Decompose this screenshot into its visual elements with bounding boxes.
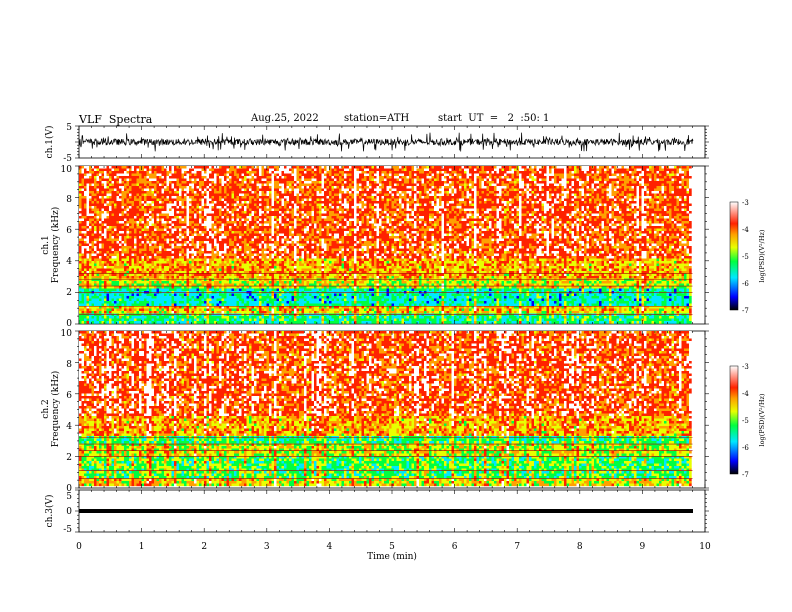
ch1-cbar-tick-neg3: -3 [742, 199, 749, 207]
xtick-3: 3 [264, 542, 270, 552]
x-axis-label: Time (min) [367, 551, 417, 562]
ch2-ytick-10: 10 [61, 329, 73, 339]
xtick-9: 9 [640, 542, 646, 552]
ch2-spectrogram-ylabel-1: ch.2 [41, 399, 51, 418]
xtick-8: 8 [577, 542, 583, 552]
ch1-cbar-tick-neg4: -4 [742, 226, 749, 234]
ch2-spectrogram-panel: 10 8 6 4 2 0 ch.2 Frequency (kHz) -3 -4 … [41, 329, 766, 494]
ch1-spectrogram-ylabel-2: Frequency (kHz) [50, 207, 61, 284]
ch1-cbar-tick-neg7: -7 [742, 307, 749, 315]
ch1-ytick-10: 10 [61, 165, 73, 175]
ch2-cbar-tick-neg4: -4 [742, 390, 749, 398]
ch2-cbar-tick-neg7: -7 [742, 471, 749, 479]
ch1-colorbar [730, 202, 738, 310]
ch3-waveform-trace [79, 509, 693, 513]
ch3-ytick-neg5: -5 [63, 525, 72, 535]
ch3-ytick-0: 0 [66, 507, 72, 517]
ch1-cbar-tick-neg6: -6 [742, 280, 749, 288]
ch1-ytick-5: 5 [66, 123, 72, 133]
ch2-spectrogram-image [79, 331, 692, 486]
xtick-7: 7 [514, 542, 520, 552]
ch2-ytick-2: 2 [66, 453, 72, 463]
ch2-ytick-8: 8 [66, 360, 72, 370]
ch2-spectrogram-ylabel-2: Frequency (kHz) [50, 371, 61, 448]
ch1-colorbar-label: log(PSD)(V²/Hz) [758, 229, 766, 282]
ch1-ytick-0: 0 [66, 319, 72, 329]
ch2-cbar-tick-neg3: -3 [742, 363, 749, 371]
ch2-colorbar [730, 366, 738, 474]
ch2-cbar-tick-neg6: -6 [742, 444, 749, 452]
ch2-ytick-6: 6 [66, 391, 72, 401]
xtick-4: 4 [327, 542, 333, 552]
ch3-waveform-ylabel: ch.3(V) [44, 495, 55, 528]
xtick-6: 6 [452, 542, 458, 552]
ch3-waveform-panel: 5 0 -5 ch.3(V) [44, 490, 705, 535]
ch1-waveform-panel: 5 -5 ch.1(V) [44, 123, 705, 164]
xtick-5: 5 [389, 542, 395, 552]
ch1-ytick-6: 6 [66, 226, 72, 236]
ch1-ytick-neg5: -5 [63, 154, 72, 164]
ch1-waveform-ylabel: ch.1(V) [44, 126, 55, 159]
ch1-spectrogram-ylabel-1: ch.1 [41, 235, 51, 254]
x-axis-tick-labels: 0 1 2 3 4 5 6 7 8 9 10 [76, 542, 711, 552]
ch1-spectrogram-image [79, 166, 692, 324]
ch2-colorbar-label: log(PSD)(V²/Hz) [758, 393, 766, 446]
ch1-ytick-8: 8 [66, 195, 72, 205]
xtick-10: 10 [699, 542, 711, 552]
ch3-ytick-5: 5 [66, 492, 72, 502]
xtick-1: 1 [139, 542, 145, 552]
ch2-ytick-4: 4 [66, 422, 72, 432]
ch1-cbar-tick-neg5: -5 [742, 253, 749, 261]
ch1-ytick-4: 4 [66, 257, 72, 267]
ch1-spectrogram-panel: 10 8 6 4 2 0 ch.1 Frequency (kHz) -3 -4 … [41, 165, 766, 329]
ch1-ytick-2: 2 [66, 288, 72, 298]
ch2-cbar-tick-neg5: -5 [742, 417, 749, 425]
xtick-0: 0 [76, 542, 82, 552]
xtick-2: 2 [201, 542, 207, 552]
